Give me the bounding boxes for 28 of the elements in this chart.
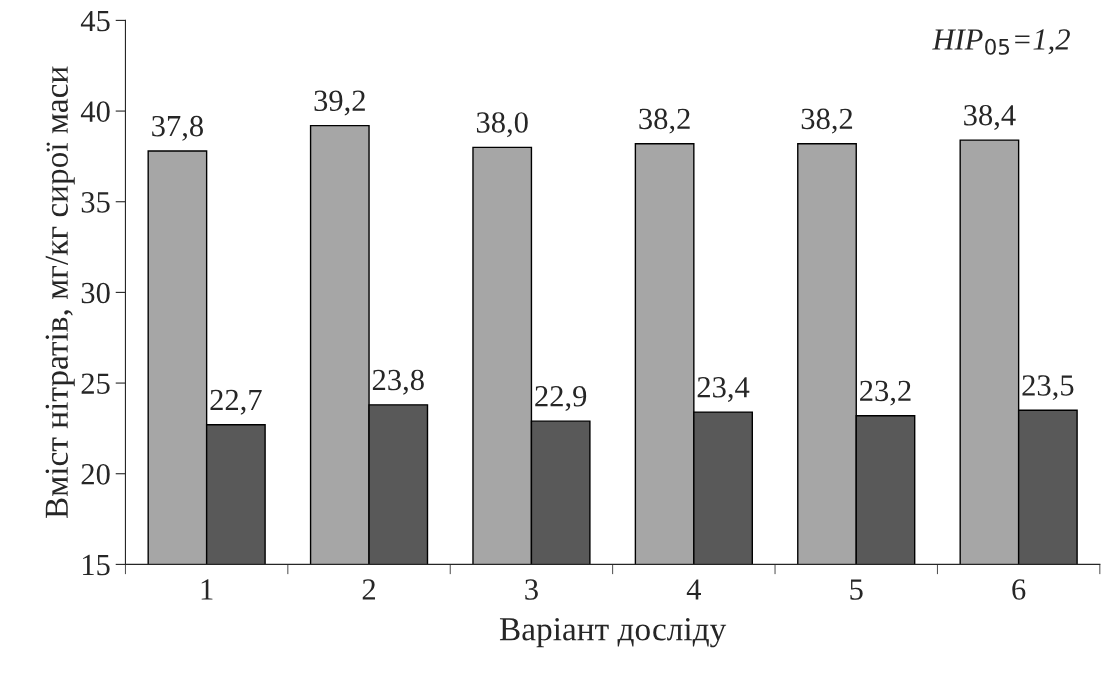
y-tick-label: 15 <box>82 554 110 576</box>
data-label: 23,5 <box>1022 375 1074 401</box>
y-tick-label: 25 <box>81 373 110 394</box>
x-tick-label: 1 <box>201 579 213 600</box>
data-label: 38,0 <box>476 112 528 138</box>
data-label: 38,4 <box>964 104 1016 130</box>
data-label: 37,8 <box>152 115 203 141</box>
x-tick-label: 6 <box>1012 579 1026 600</box>
data-label: 23,8 <box>372 369 424 395</box>
annotation: HIP$_{05}$=1,2 <box>932 29 1070 55</box>
y-axis-title: Вміст нітратів, мг/кг сирої маси <box>45 66 75 519</box>
data-label: 23,4 <box>697 377 750 402</box>
data-label: 39,2 <box>314 90 365 116</box>
data-label: 23,2 <box>860 380 911 406</box>
x-tick-label: 3 <box>525 579 538 600</box>
y-tick-label: 30 <box>81 282 110 304</box>
data-label: 22,9 <box>535 386 587 411</box>
data-label: 22,7 <box>210 389 262 415</box>
y-tick-label: 35 <box>81 192 110 213</box>
x-axis-title: Варіант досліду <box>499 618 727 648</box>
y-tick-label: 20 <box>81 464 110 485</box>
x-tick-label: 5 <box>850 579 863 600</box>
x-tick-label: 4 <box>686 579 701 600</box>
data-label: 38,2 <box>639 108 690 134</box>
y-tick-label: 40 <box>80 101 110 122</box>
y-tick-label: 45 <box>80 10 110 32</box>
x-tick-label: 2 <box>362 579 375 600</box>
data-label: 38,2 <box>801 108 853 134</box>
